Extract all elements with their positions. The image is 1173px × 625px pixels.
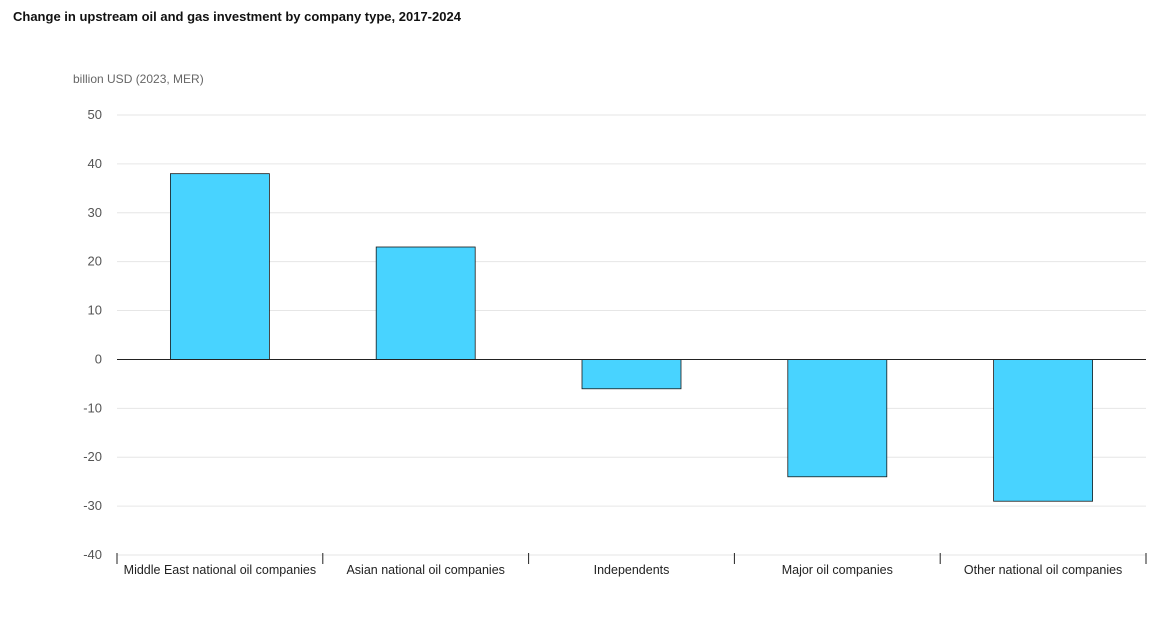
gridlines <box>117 114 1146 556</box>
bar <box>169 173 270 360</box>
y-tick-label: 10 <box>88 303 102 318</box>
y-tick-label: 20 <box>88 254 102 269</box>
bar <box>375 246 476 360</box>
y-tick-label: 30 <box>88 205 102 220</box>
x-tick-label: Independents <box>594 563 670 577</box>
y-axis-label: billion USD (2023, MER) <box>73 72 204 86</box>
bars <box>169 173 1093 502</box>
bar <box>581 359 682 390</box>
y-tick-label: -10 <box>83 400 102 415</box>
x-tick-label: Other national oil companies <box>964 563 1122 577</box>
bar <box>787 359 888 478</box>
x-tick-label: Major oil companies <box>782 563 893 577</box>
y-tick-label: 50 <box>88 107 102 122</box>
chart-title: Change in upstream oil and gas investmen… <box>13 9 461 24</box>
x-tick-label: Middle East national oil companies <box>124 563 316 577</box>
x-axis: Middle East national oil companies Asian … <box>116 358 1147 577</box>
x-tick-label: Asian national oil companies <box>346 563 504 577</box>
y-tick-label: 0 <box>95 351 102 366</box>
y-tick-label: -20 <box>83 449 102 464</box>
y-tick-label: 40 <box>88 156 102 171</box>
y-tick-label: -30 <box>83 498 102 513</box>
y-axis-ticks: 50 40 30 20 10 0 -10 -20 -30 -40 <box>83 107 102 562</box>
bar <box>993 359 1093 502</box>
y-tick-label: -40 <box>83 547 102 562</box>
